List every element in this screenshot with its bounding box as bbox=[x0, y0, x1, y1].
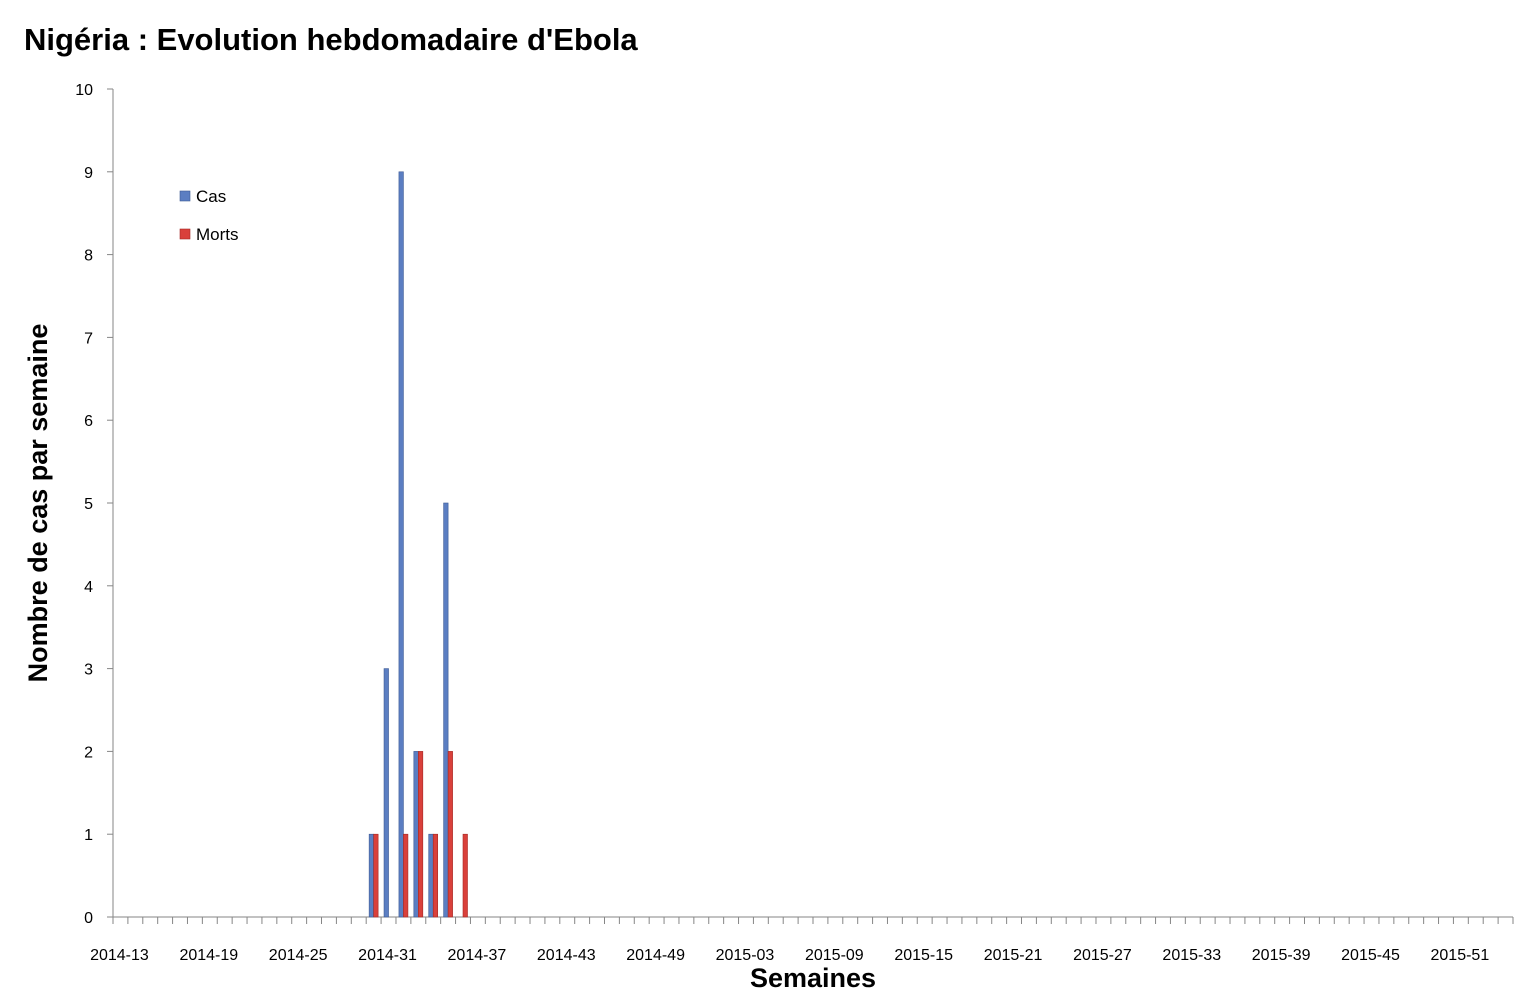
x-tick-label: 2014-37 bbox=[448, 947, 507, 964]
x-tick-label: 2015-45 bbox=[1341, 947, 1400, 964]
x-tick-label: 2015-39 bbox=[1252, 947, 1311, 964]
bar-cas-2014-35 bbox=[443, 502, 449, 918]
bar-cas-2014-33 bbox=[413, 751, 419, 918]
bar-morts-2014-36 bbox=[462, 833, 468, 918]
y-axis-title-group: Nombre de cas par semaine bbox=[23, 324, 53, 683]
x-tick-label: 2015-03 bbox=[716, 947, 775, 964]
y-tick-label: 9 bbox=[84, 165, 93, 182]
bar-morts-2014-34 bbox=[432, 833, 439, 918]
y-tick-label: 4 bbox=[84, 579, 93, 596]
x-tick-label: 2015-33 bbox=[1162, 947, 1221, 964]
bar-cas-2014-32 bbox=[398, 171, 404, 918]
y-tick-label: 8 bbox=[84, 248, 93, 265]
x-tick-label: 2014-43 bbox=[537, 947, 596, 964]
bar-morts-2014-30 bbox=[373, 833, 379, 918]
x-tick-label: 2015-09 bbox=[805, 947, 864, 964]
bar-cas-2014-31 bbox=[383, 668, 389, 918]
y-tick-label: 3 bbox=[84, 662, 93, 679]
chart-title: Nigéria : Evolution hebdomadaire d'Ebola bbox=[24, 22, 638, 57]
y-tick-label: 6 bbox=[84, 413, 93, 430]
y-axis-title: Nombre de cas par semaine bbox=[23, 324, 53, 683]
legend-label-morts: Morts bbox=[196, 225, 239, 244]
x-tick-label: 2015-27 bbox=[1073, 947, 1132, 964]
x-axis-title: Semaines bbox=[750, 963, 876, 993]
bar-cas-2014-34 bbox=[428, 833, 434, 918]
bar-morts-2014-35 bbox=[447, 751, 453, 918]
x-tick-label: 2014-31 bbox=[358, 947, 417, 964]
legend-swatch-morts bbox=[179, 228, 191, 240]
legend-swatch-cas bbox=[179, 190, 191, 202]
y-tick-label: 10 bbox=[75, 82, 93, 99]
legend: Cas Morts bbox=[179, 187, 239, 244]
x-tick-label: 2015-15 bbox=[894, 947, 953, 964]
bar-morts-2014-32 bbox=[403, 833, 409, 918]
bar-cas-2014-30 bbox=[368, 833, 374, 918]
y-tick-label: 7 bbox=[84, 330, 93, 347]
y-tick-label: 1 bbox=[84, 827, 93, 844]
bars bbox=[368, 171, 468, 918]
x-tick-label: 2015-21 bbox=[984, 947, 1043, 964]
y-tick-label: 5 bbox=[84, 496, 93, 513]
x-tick-label: 2014-19 bbox=[179, 947, 238, 964]
x-tick-label: 2014-13 bbox=[90, 947, 149, 964]
y-tick-label: 0 bbox=[84, 910, 93, 927]
y-tick-label: 2 bbox=[84, 744, 93, 761]
x-tick-label: 2014-25 bbox=[269, 947, 328, 964]
legend-label-cas: Cas bbox=[196, 187, 226, 206]
x-tick-label: 2015-51 bbox=[1431, 947, 1490, 964]
axes: 0 1 2 3 4 5 6 7 8 9 10 2014-13 2014-19 2014-25 2014-31… bbox=[75, 82, 1514, 993]
bar-morts-2014-33 bbox=[418, 751, 424, 918]
x-tick-label: 2014-49 bbox=[626, 947, 685, 964]
